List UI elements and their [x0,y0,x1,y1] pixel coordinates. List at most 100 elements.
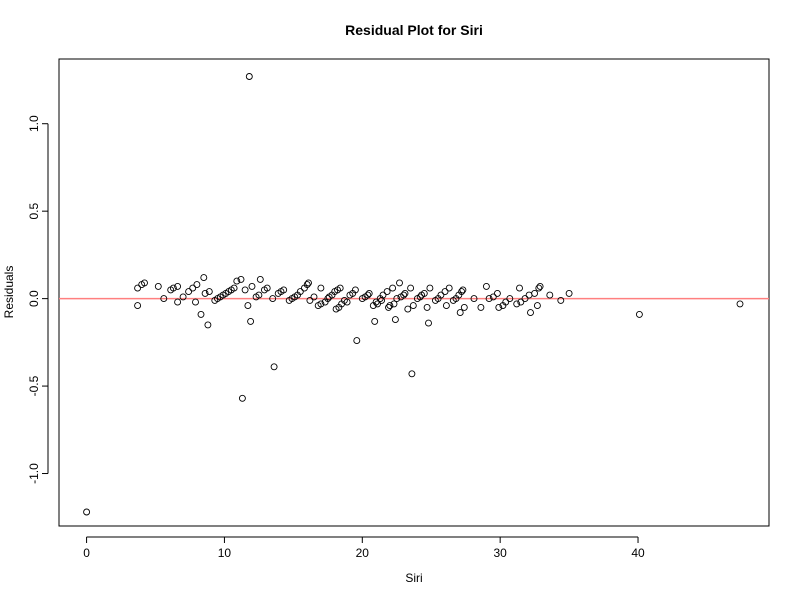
data-point [513,300,521,308]
data-point [310,293,318,301]
data-point [201,289,209,297]
data-point [391,316,399,324]
data-point [426,284,434,292]
data-point [404,305,412,313]
data-point [535,284,543,292]
data-point [204,321,212,329]
data-point [458,288,466,296]
data-point [459,286,467,294]
data-point [383,288,391,296]
data-point [303,281,311,289]
data-point [174,298,182,306]
data-point [396,279,403,287]
data-point [230,284,238,292]
data-point [134,302,142,310]
y-tick-label: 0.5 [27,203,41,220]
data-point [343,298,351,306]
data-point [174,282,182,290]
data-point [189,284,197,292]
data-point [305,279,312,287]
data-point [442,302,450,310]
data-point [557,296,565,304]
data-point [393,295,401,303]
data-point [437,291,445,299]
y-tick-label: -0.5 [27,375,41,396]
data-point [237,275,245,283]
data-point [317,300,325,308]
data-point [193,281,201,289]
data-point [482,282,490,290]
data-point [521,295,529,303]
data-point [374,300,381,308]
x-tick-label: 30 [493,546,507,560]
y-tick-label: 0.0 [27,290,41,307]
data-point [493,289,501,297]
data-point [154,282,162,290]
data-point [197,310,205,318]
points-layer [83,73,744,516]
data-point [306,296,314,304]
y-axis: -1.0 -0.5 0.0 0.5 1.0 [27,115,49,484]
data-point [233,277,241,285]
data-point [533,302,541,310]
data-point [506,295,514,303]
data-point [351,286,359,294]
data-point [379,291,387,299]
data-point [516,284,523,292]
data-point [502,298,510,306]
data-point [205,288,213,296]
data-point [470,295,478,303]
data-point [635,310,643,318]
data-point [495,303,503,311]
data-point [386,302,394,310]
data-point [456,309,464,317]
data-point [160,295,168,303]
data-point [565,289,573,297]
data-point [527,309,534,317]
data-point [269,295,277,303]
data-point [425,319,432,327]
data-point [317,284,325,292]
data-point [192,298,199,306]
chart-title: Residual Plot for Siri [345,22,483,38]
data-point [460,303,468,311]
data-point [420,289,428,297]
data-point [408,370,416,378]
data-point [200,274,208,282]
data-point [423,303,431,311]
data-point [169,284,177,292]
data-point [179,293,187,301]
data-point [244,302,252,310]
data-point [517,298,525,306]
data-point [280,286,288,294]
data-point [141,279,148,287]
data-point [336,284,344,292]
data-point [296,288,304,296]
data-point [531,289,539,297]
data-point [489,293,497,301]
data-point [536,282,544,290]
data-point [255,291,263,299]
data-point [134,284,142,292]
data-point [248,282,256,290]
data-point [245,73,253,80]
data-point [353,337,361,345]
data-point [256,275,264,283]
data-point [736,300,744,308]
data-point [477,303,485,311]
data-point [389,284,397,292]
data-point [364,291,372,299]
x-axis: 0 10 20 30 40 [83,536,645,560]
data-point [241,286,249,294]
data-point [247,317,255,325]
x-tick-label: 20 [356,546,370,560]
data-point [400,291,408,299]
x-tick-label: 40 [631,546,645,560]
data-point [263,284,271,292]
data-point [409,302,417,310]
y-tick-label: 1.0 [27,115,41,132]
data-point [485,295,493,303]
data-point [365,289,373,297]
data-point [270,363,278,371]
